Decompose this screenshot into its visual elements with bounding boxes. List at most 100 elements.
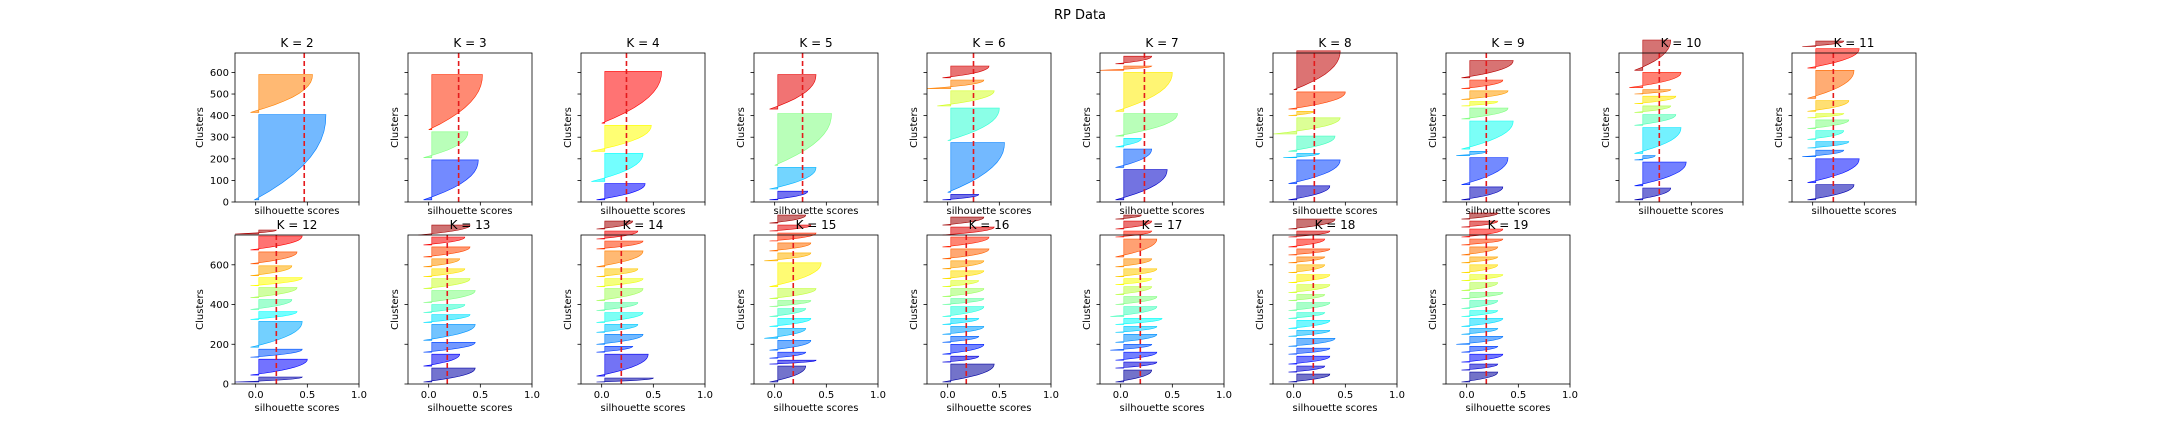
cluster-12-silhouette — [1461, 264, 1499, 274]
x-axis-label: silhouette scores — [1293, 206, 1378, 217]
panel-title: K = 10 — [1661, 36, 1702, 50]
cluster-7-silhouette — [1110, 306, 1158, 317]
panel-k-13: K = 13 0.0 0.5 1.0 silhouette scores Clusters — [390, 218, 540, 414]
cluster-9-silhouette — [596, 268, 639, 278]
cluster-5-silhouette — [1099, 65, 1153, 71]
cluster-9-silhouette — [942, 280, 980, 288]
cluster-0-silhouette — [942, 363, 995, 383]
y-axis-label: Clusters — [1774, 107, 1785, 148]
axes-frame — [926, 52, 1052, 203]
cluster-0-silhouette — [596, 377, 654, 383]
cluster-1-silhouette — [250, 74, 313, 113]
cluster-8-silhouette — [250, 265, 293, 277]
panel-k-7: K = 7 silhouette scores Clusters — [1082, 36, 1225, 217]
cluster-3-silhouette — [1115, 113, 1178, 137]
cluster-11-silhouette — [942, 260, 985, 270]
cluster-4-silhouette — [1461, 107, 1509, 120]
x-tick-label: 0.5 — [991, 390, 1007, 401]
cluster-0-silhouette — [423, 367, 476, 383]
cluster-5-silhouette — [1461, 328, 1499, 335]
cluster-11-silhouette — [423, 236, 466, 246]
x-axis-label: silhouette scores — [601, 403, 686, 414]
cluster-1-silhouette — [947, 142, 1005, 193]
x-axis-label: silhouette scores — [947, 206, 1032, 217]
cluster-6-silhouette — [942, 306, 985, 317]
panel-grid: K = 2 0 100 200 300 400 500 600 silhouette score… — [195, 36, 1917, 414]
cluster-4-silhouette — [1288, 337, 1336, 347]
cluster-0-silhouette — [253, 114, 327, 201]
x-axis-label: silhouette scores — [1466, 206, 1551, 217]
cluster-6-silhouette — [1634, 95, 1677, 104]
cluster-17-silhouette — [1288, 218, 1336, 230]
panel-title: K = 6 — [972, 36, 1005, 50]
x-tick-label: 1.0 — [524, 390, 540, 401]
cluster-1-silhouette — [1288, 159, 1341, 184]
cluster-1-silhouette — [1461, 363, 1499, 371]
cluster-3-silhouette — [1288, 347, 1331, 355]
y-axis-label: Clusters — [736, 289, 747, 330]
axes-frame — [580, 234, 706, 385]
cluster-2-silhouette — [428, 74, 483, 130]
panel-title: K = 16 — [969, 218, 1010, 232]
axes-frame — [1445, 234, 1571, 385]
y-axis-label: Clusters — [1428, 289, 1439, 330]
cluster-7-silhouette — [1461, 79, 1504, 89]
cluster-1-silhouette — [942, 355, 980, 363]
y-axis-label: Clusters — [195, 289, 206, 330]
y-axis-label: Clusters — [736, 107, 747, 148]
panel-k-18: K = 18 0.0 0.5 1.0 silhouette scores Clusters — [1255, 218, 1405, 414]
y-axis-label: Clusters — [563, 107, 574, 148]
y-axis-label: Clusters — [563, 289, 574, 330]
cluster-11-silhouette — [1288, 274, 1331, 284]
y-tick-label: 400 — [210, 300, 229, 311]
cluster-4-silhouette — [769, 74, 817, 110]
cluster-4-silhouette — [1634, 114, 1677, 126]
cluster-8-silhouette — [1461, 300, 1499, 309]
cluster-7-silhouette — [769, 300, 812, 307]
cluster-6-silhouette — [1115, 55, 1153, 65]
x-axis-label: silhouette scores — [255, 206, 340, 217]
panel-k-8: K = 8 silhouette scores Clusters — [1255, 36, 1398, 217]
cluster-4-silhouette — [596, 324, 639, 333]
cluster-15-silhouette — [1461, 238, 1504, 246]
axes-frame — [1099, 52, 1225, 203]
panel-k-9: K = 9 silhouette scores Clusters — [1428, 36, 1571, 217]
cluster-17-silhouette — [1461, 220, 1499, 228]
panel-k-3: K = 3 silhouette scores Clusters — [390, 36, 533, 217]
cluster-1-silhouette — [596, 353, 649, 377]
y-axis-label: Clusters — [909, 107, 920, 148]
cluster-8-silhouette — [1461, 60, 1514, 79]
cluster-5-silhouette — [1288, 330, 1331, 337]
cluster-4-silhouette — [1807, 130, 1845, 140]
cluster-0-silhouette — [234, 376, 303, 383]
cluster-2-silhouette — [1802, 149, 1845, 157]
cluster-9-silhouette — [1115, 286, 1153, 295]
cluster-2-silhouette — [1461, 353, 1504, 363]
cluster-3-silhouette — [1807, 141, 1850, 149]
cluster-2-silhouette — [250, 348, 303, 358]
cluster-4-silhouette — [1115, 333, 1158, 343]
x-axis-label: silhouette scores — [774, 206, 859, 217]
cluster-10-silhouette — [596, 250, 644, 268]
cluster-5-silhouette — [942, 65, 990, 79]
panel-title: K = 15 — [796, 218, 837, 232]
cluster-2-silhouette — [591, 125, 652, 152]
cluster-8-silhouette — [596, 278, 644, 288]
cluster-5-silhouette — [1115, 326, 1158, 333]
axes-frame — [1618, 52, 1744, 203]
cluster-7-silhouette — [596, 288, 644, 301]
cluster-5-silhouette — [769, 318, 812, 327]
cluster-1-silhouette — [1634, 161, 1687, 187]
cluster-6-silhouette — [1115, 318, 1163, 325]
cluster-13-silhouette — [1461, 256, 1499, 264]
panel-k-17: K = 17 0.0 0.5 1.0 silhouette scores Clusters — [1082, 214, 1232, 414]
panel-k-12: K = 12 0.0 0.5 1.0 0 200 400 600 silhouette scor… — [195, 218, 367, 414]
panel-title: K = 4 — [626, 36, 659, 50]
cluster-12-silhouette — [1115, 258, 1153, 268]
axes-frame — [407, 234, 533, 385]
cluster-5-silhouette — [423, 304, 466, 313]
y-axis-label: Clusters — [909, 289, 920, 330]
cluster-8-silhouette — [1807, 70, 1855, 99]
y-tick-label: 500 — [210, 90, 229, 101]
axes-frame — [407, 52, 533, 203]
